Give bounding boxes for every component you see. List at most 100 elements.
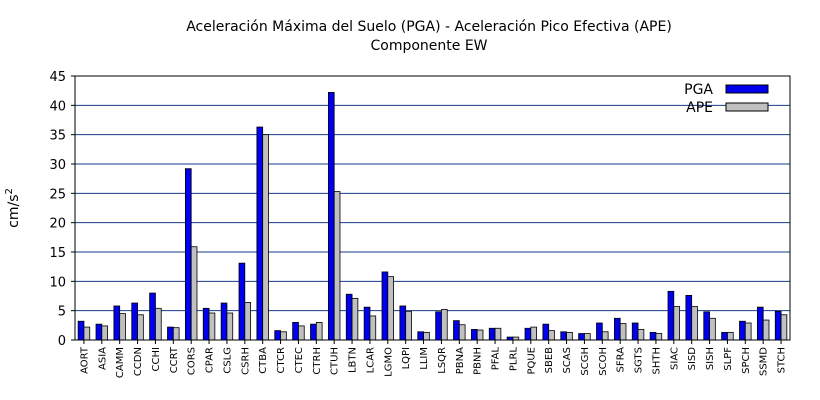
bar-pga-scas xyxy=(560,331,567,341)
y-axis-label: cm/s2 xyxy=(4,188,22,228)
bar-pga-spch xyxy=(739,320,746,341)
bar-pga-ctrh xyxy=(310,323,317,341)
x-tick-label-lbtn: LBTN xyxy=(348,347,359,373)
x-tick-label-ctrh: CTRH xyxy=(312,347,323,375)
chart-subtitle: Componente EW xyxy=(370,38,487,54)
x-tick-label-ctuh: CTUH xyxy=(330,347,341,375)
chart-title: Aceleración Máxima del Suelo (PGA) - Ace… xyxy=(186,19,672,35)
x-tick-label-slpf: SLPF xyxy=(723,347,734,371)
legend-swatch-ape xyxy=(725,102,769,112)
bar-pga-lqpi xyxy=(399,305,407,341)
bar-ape-ccdn xyxy=(137,314,144,341)
bar-pga-scgh xyxy=(578,333,585,341)
bar-ape-scoh xyxy=(601,331,609,341)
bar-ape-sish xyxy=(709,317,716,341)
bar-ape-lbtn xyxy=(351,297,359,341)
legend: PGA APE xyxy=(684,82,769,116)
bar-pga-lgmo xyxy=(381,271,389,341)
x-tick-label-cchi: CCHI xyxy=(151,347,162,371)
bar-pga-sfra xyxy=(613,317,621,341)
x-tick-label-pfal: PFAL xyxy=(491,347,502,371)
y-tick-label-25: 25 xyxy=(49,187,66,202)
bar-ape-ctcr xyxy=(280,331,287,341)
bars xyxy=(77,92,788,341)
x-tick-label-camm: CAMM xyxy=(115,347,126,378)
bar-ape-ctba xyxy=(262,134,269,341)
bar-ape-cslg xyxy=(226,312,234,341)
x-tick-label-sfra: SFRA xyxy=(616,347,627,373)
x-tick-label-csrh: CSRH xyxy=(240,347,251,375)
bar-ape-pfal xyxy=(494,327,502,341)
bar-ape-llim xyxy=(423,331,430,341)
bar-ape-lqpi xyxy=(405,310,412,341)
x-tick-label-asia: ASIA xyxy=(97,347,108,370)
bar-ape-asia xyxy=(101,325,109,341)
bar-pga-siac xyxy=(667,290,675,341)
bar-pga-pbna xyxy=(453,320,460,341)
x-tick-label-cors: CORS xyxy=(187,347,198,375)
bar-ape-pbnh xyxy=(476,329,484,341)
x-tick-label-sisd: SISD xyxy=(687,347,698,371)
x-tick-label-spch: SPCH xyxy=(741,347,752,374)
x-tick-label-scoh: SCOH xyxy=(598,347,609,376)
bar-pga-aort xyxy=(77,320,85,341)
legend-label-ape: APE xyxy=(686,100,713,116)
bar-ape-ccrt xyxy=(172,327,180,341)
x-tick-label-ctba: CTBA xyxy=(258,347,269,374)
bar-ape-siac xyxy=(673,306,681,341)
bar-pga-pbnh xyxy=(470,329,478,341)
bar-pga-cslg xyxy=(220,302,228,341)
bar-pga-cors xyxy=(184,168,192,341)
x-tick-label-lgmo: LGMO xyxy=(383,347,394,377)
bar-pga-asia xyxy=(95,323,103,341)
y-tick-label-35: 35 xyxy=(49,129,66,144)
bar-pga-ccrt xyxy=(167,326,174,341)
x-tick-label-aort: AORT xyxy=(79,346,90,374)
y-tick-label-15: 15 xyxy=(49,246,66,261)
bar-pga-ccdn xyxy=(131,302,138,341)
bar-ape-camm xyxy=(119,313,126,341)
y-tick-label-45: 45 xyxy=(49,70,66,85)
bar-ape-sbeb xyxy=(548,330,555,341)
bar-ape-ctuh xyxy=(333,191,341,341)
bar-ape-ctec xyxy=(298,325,305,341)
x-tick-label-ssmd: SSMD xyxy=(759,347,770,376)
bar-ape-sfra xyxy=(619,323,627,341)
bar-ape-cpar xyxy=(208,312,216,341)
x-tick-label-ccrt: CCRT xyxy=(169,346,180,373)
x-tick-label-plrl: PLRL xyxy=(508,347,519,372)
y-tick-label-30: 30 xyxy=(49,158,66,173)
bar-ape-lcar xyxy=(369,315,377,341)
bar-ape-ssmd xyxy=(762,319,770,341)
bar-pga-lsqr xyxy=(435,311,442,341)
x-tick-label-cpar: CPAR xyxy=(205,347,216,373)
y-tick-label-10: 10 xyxy=(49,275,66,290)
bar-ape-scgh xyxy=(584,333,591,341)
x-tick-label-pque: PQUE xyxy=(526,347,537,375)
bar-ape-slpf xyxy=(727,331,734,341)
bar-ape-cors xyxy=(190,246,198,341)
x-tick-label-scgh: SCGH xyxy=(580,347,591,376)
x-tick-label-pbnh: PBNH xyxy=(473,347,484,375)
gridlines xyxy=(75,104,790,312)
bar-ape-aort xyxy=(83,326,91,341)
bar-pga-sish xyxy=(703,311,710,341)
bar-ape-ctrh xyxy=(315,321,323,341)
bar-pga-pfal xyxy=(488,327,496,341)
bar-pga-ctec xyxy=(292,321,299,341)
bar-pga-cchi xyxy=(149,292,156,341)
bar-ape-spch xyxy=(744,322,752,341)
bar-pga-ssmd xyxy=(756,306,764,341)
bar-pga-cpar xyxy=(202,307,210,341)
x-tick-label-shth: SHTH xyxy=(651,347,662,375)
bar-pga-ctcr xyxy=(274,330,281,341)
legend-swatch-pga xyxy=(725,84,769,94)
y-tick-label-40: 40 xyxy=(49,99,66,114)
x-tick-label-lcar: LCAR xyxy=(365,347,376,373)
bar-ape-shth xyxy=(655,333,663,341)
bar-pga-camm xyxy=(113,305,121,341)
bar-ape-sgts xyxy=(637,329,645,341)
bar-pga-shth xyxy=(649,331,657,341)
bar-ape-cchi xyxy=(155,307,162,341)
x-tick-label-ctcr: CTCR xyxy=(276,347,287,373)
